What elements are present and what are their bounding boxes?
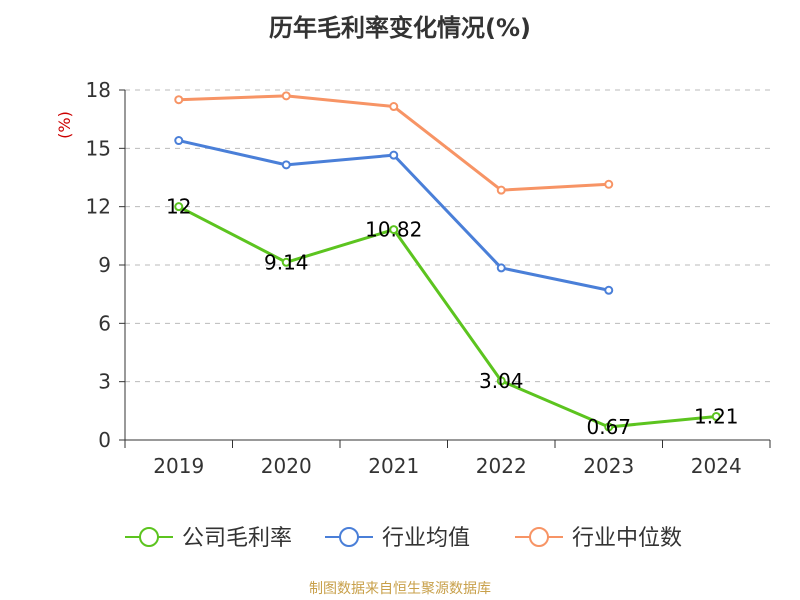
data-point xyxy=(281,160,291,170)
y-tick-label: 3 xyxy=(98,370,111,394)
data-point xyxy=(604,285,614,295)
y-axis-label: (%) xyxy=(55,111,74,139)
data-point xyxy=(389,150,399,160)
y-tick-label: 6 xyxy=(98,311,111,335)
data-point xyxy=(711,411,721,421)
x-tick-label: 2019 xyxy=(153,454,204,478)
data-label: 3.04 xyxy=(479,369,524,393)
data-label: 9.14 xyxy=(264,250,309,274)
chart-title: 历年毛利率变化情况(%) xyxy=(269,14,531,42)
legend-label: 行业均值 xyxy=(382,526,470,551)
data-label: 12 xyxy=(166,195,191,219)
y-tick-label: 18 xyxy=(86,78,111,102)
y-tick-label: 15 xyxy=(86,136,111,160)
x-tick-label: 2020 xyxy=(261,454,312,478)
data-point xyxy=(174,136,184,146)
data-point xyxy=(281,257,291,267)
legend-label: 公司毛利率 xyxy=(182,526,292,551)
data-point xyxy=(389,102,399,112)
data-point xyxy=(496,185,506,195)
x-tick-label: 2024 xyxy=(691,454,742,478)
legend-marker xyxy=(529,527,549,547)
data-point xyxy=(281,91,291,101)
x-tick-label: 2023 xyxy=(583,454,634,478)
y-tick-label: 12 xyxy=(86,195,111,219)
data-point xyxy=(496,376,506,386)
data-point xyxy=(604,422,614,432)
legend-marker xyxy=(139,527,159,547)
data-point xyxy=(496,263,506,273)
data-label: 10.82 xyxy=(365,218,422,242)
data-source-note: 制图数据来自恒生聚源数据库 xyxy=(309,581,491,597)
series-line xyxy=(178,205,717,429)
data-point xyxy=(389,225,399,235)
series-line xyxy=(178,139,610,292)
legend-marker xyxy=(339,527,359,547)
y-tick-label: 9 xyxy=(98,253,111,277)
data-point xyxy=(174,202,184,212)
x-tick-label: 2021 xyxy=(368,454,419,478)
x-tick-label: 2022 xyxy=(476,454,527,478)
data-point xyxy=(604,179,614,189)
legend-label: 行业中位数 xyxy=(572,526,682,551)
y-tick-label: 0 xyxy=(98,428,111,452)
data-label: 0.67 xyxy=(586,415,631,439)
data-point xyxy=(174,95,184,105)
data-label: 1.21 xyxy=(694,404,739,428)
